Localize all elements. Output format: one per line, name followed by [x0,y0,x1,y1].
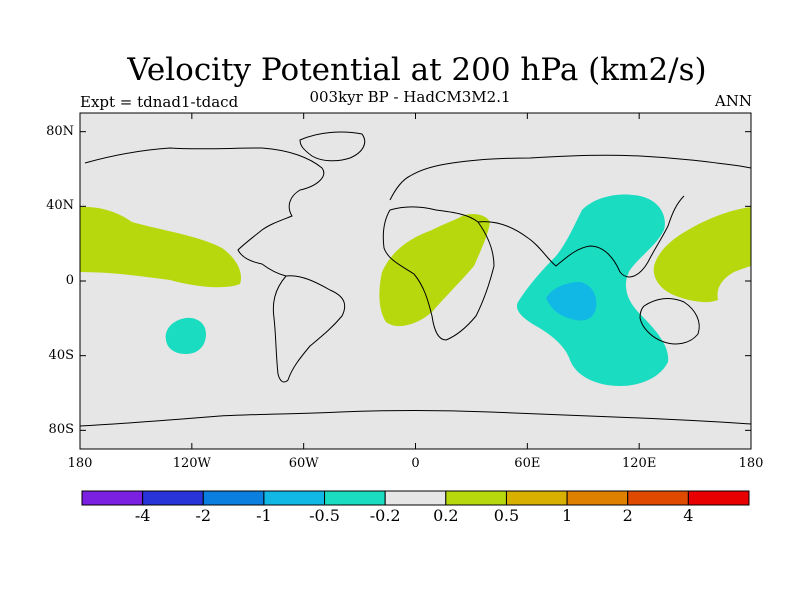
longitude-ticks [79,113,752,449]
colorbar-segment [202,490,265,506]
colorbar-label: 1 [561,506,573,525]
colorbar-segment [445,490,507,506]
colorbar-label: -4 [134,506,151,525]
latitude-ticks [80,131,751,431]
lon-tick-label: 60E [514,456,541,471]
coastline-europe-asia [389,154,752,201]
lat-tick-label: 0 [65,273,74,288]
coastline-antarctica [79,410,752,427]
map-subtitle: 003kyr BP - HadCM3M2.1 [309,88,511,106]
contour-region-west-pacific-positive [653,207,751,303]
coastline-asia-south [477,195,685,278]
coastline-north-america [84,147,325,277]
colorbar-label: -0.2 [369,506,401,525]
coastline-australia [639,298,700,345]
colorbar-label: 4 [683,506,694,525]
colorbar-segment [505,490,568,506]
contour-region-east-pacific-positive [80,206,242,288]
colorbar [81,490,750,506]
lat-tick-label: 40S [48,347,74,363]
colorbar-label: 0.2 [433,506,459,525]
contour-region-indian-ocean-core-negative [546,282,597,321]
lat-tick-label: 80N [46,123,74,139]
colorbar-label: -1 [256,506,272,525]
colorbar-segment [81,490,144,506]
coastlines [79,131,752,427]
experiment-label: Expt = tdnad1-tdacd [80,93,239,111]
map-title: Velocity Potential at 200 hPa (km2/s) [127,52,707,88]
lon-tick-label: 180 [738,456,764,471]
lat-tick-label: 40N [46,198,74,214]
coastline-greenland [299,131,366,162]
colorbar-label: -0.5 [309,506,340,525]
lon-tick-label: 120W [172,456,211,471]
colorbar-label: 0.5 [493,506,520,525]
colorbar-segment [263,490,326,506]
coastline-africa [382,206,495,341]
colorbar-segment [142,490,204,506]
lon-tick-label: 60W [288,456,319,471]
contour-region-africa-atlantic-positive [379,214,490,327]
lat-tick-label: 80S [48,422,74,438]
colorbar-label: -2 [195,506,212,525]
lon-tick-label: 0 [411,456,420,471]
colorbar-segment [384,490,447,506]
colorbar-segment [627,490,689,506]
colorbar-segment [324,490,386,506]
lon-tick-label: 180 [67,456,93,471]
coastline-south-america [272,275,346,383]
contour-region-south-pacific-negative [165,317,206,354]
colorbar-segment [687,490,750,506]
colorbar-label: 2 [622,506,633,525]
lon-tick-label: 120E [622,456,657,471]
contour-regions [80,194,751,386]
colorbar-segment [566,490,629,506]
season-label: ANN [714,92,752,110]
